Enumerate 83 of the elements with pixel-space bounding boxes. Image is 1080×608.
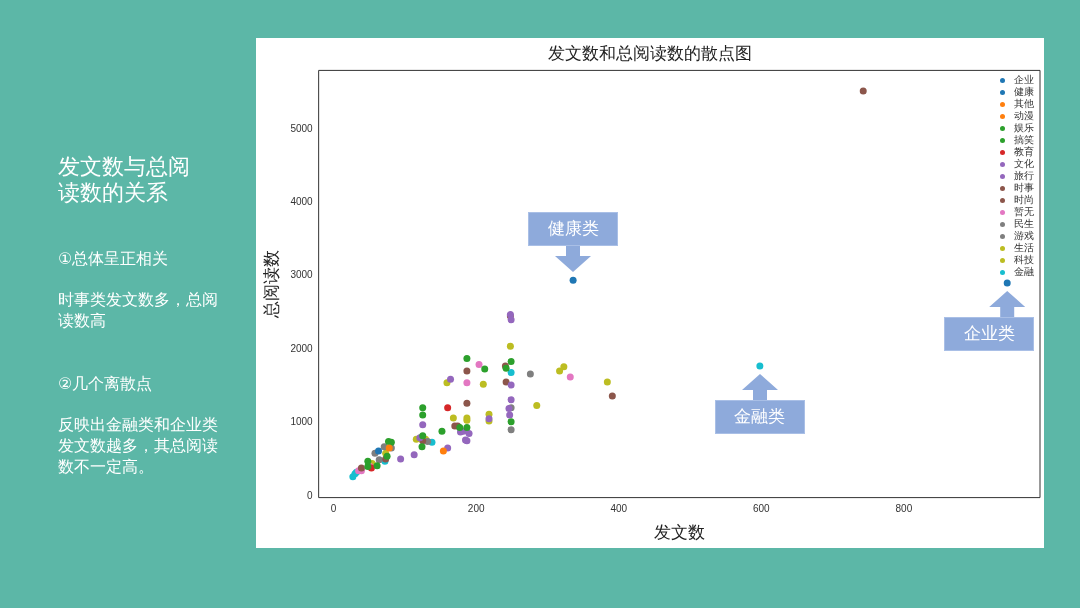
point — [608, 392, 616, 400]
legend-label: 时事 — [1014, 182, 1034, 194]
y-tick-label: 1000 — [290, 416, 314, 428]
point — [373, 462, 381, 470]
point — [507, 418, 515, 426]
text: 时事类发文数多，总阅读数高 — [58, 290, 219, 331]
legend-label: 时尚 — [1014, 194, 1034, 207]
point — [397, 455, 405, 463]
point — [447, 375, 455, 383]
point — [465, 429, 473, 437]
x-tick-label: 800 — [895, 503, 913, 515]
point — [569, 276, 577, 284]
point — [463, 399, 471, 407]
y-tick-label: 2000 — [290, 342, 314, 354]
x-tick-label: 400 — [610, 503, 628, 515]
point — [364, 457, 372, 465]
point — [439, 447, 447, 455]
text: 反映出金融类和企业类发文数越多，其总阅读数不一定高。 — [58, 415, 219, 477]
point — [560, 363, 568, 371]
point — [419, 404, 427, 412]
point — [463, 379, 471, 387]
legend-label: 生活 — [1014, 242, 1034, 254]
point — [756, 362, 764, 370]
point — [533, 402, 541, 410]
y-tick-label: 3000 — [290, 269, 314, 281]
point — [475, 360, 483, 368]
legend-label: 企业 — [1014, 74, 1034, 87]
point — [410, 451, 418, 459]
legend-label: 其他 — [1014, 98, 1034, 111]
y-axis-title: 总阅读数 — [261, 250, 281, 319]
annotation: 健康类 — [547, 219, 599, 240]
point — [526, 370, 534, 378]
legend-label: 健康 — [1014, 86, 1034, 98]
legend-label: 民生 — [1014, 218, 1034, 231]
x-tick-label: 200 — [467, 503, 485, 515]
annotation: 企业类 — [963, 324, 1015, 345]
point — [463, 367, 471, 375]
x-tick-label: 600 — [752, 503, 771, 515]
point — [507, 426, 515, 434]
y-tick-label: 5000 — [290, 122, 314, 134]
point — [375, 456, 383, 464]
point — [556, 367, 564, 375]
point — [479, 380, 487, 388]
y-tick-label: 0 — [307, 489, 314, 501]
point — [418, 443, 426, 451]
point — [507, 396, 515, 404]
point — [438, 427, 446, 435]
point — [506, 411, 514, 419]
point — [463, 355, 471, 363]
chart-title: 发文数和总阅读数的散点图 — [548, 43, 752, 63]
point — [506, 342, 514, 350]
legend-label: 动漫 — [1014, 110, 1034, 123]
point — [463, 424, 471, 432]
point — [507, 381, 515, 389]
point — [419, 411, 427, 419]
point — [481, 365, 489, 373]
legend-label: 科技 — [1014, 254, 1034, 267]
legend-label: 教育 — [1014, 146, 1034, 159]
y-tick-label: 4000 — [290, 196, 314, 208]
legend-label: 旅行 — [1014, 170, 1034, 183]
point — [507, 316, 515, 324]
point — [444, 404, 452, 412]
point — [449, 414, 457, 422]
legend-label: 暂无 — [1014, 206, 1034, 219]
point — [859, 87, 867, 95]
legend-label: 娱乐 — [1014, 122, 1034, 135]
point — [603, 378, 611, 386]
point — [507, 369, 515, 377]
text: ①总体呈正相关 — [58, 249, 170, 269]
point — [1003, 279, 1011, 287]
point — [566, 373, 574, 381]
point — [507, 358, 515, 366]
x-axis-title: 发文数 — [653, 523, 705, 543]
annotation: 金融类 — [734, 406, 786, 427]
legend-label: 金融 — [1014, 266, 1034, 279]
text: 发文数与总阅读数的关系 — [58, 154, 191, 206]
legend-label: 文化 — [1014, 158, 1034, 171]
legend-label: 搞笑 — [1014, 134, 1034, 146]
point — [419, 421, 427, 429]
text: ②几个离散点 — [58, 374, 154, 394]
legend-label: 游戏 — [1014, 230, 1034, 243]
x-tick-label: 0 — [330, 503, 337, 515]
point — [375, 447, 383, 455]
